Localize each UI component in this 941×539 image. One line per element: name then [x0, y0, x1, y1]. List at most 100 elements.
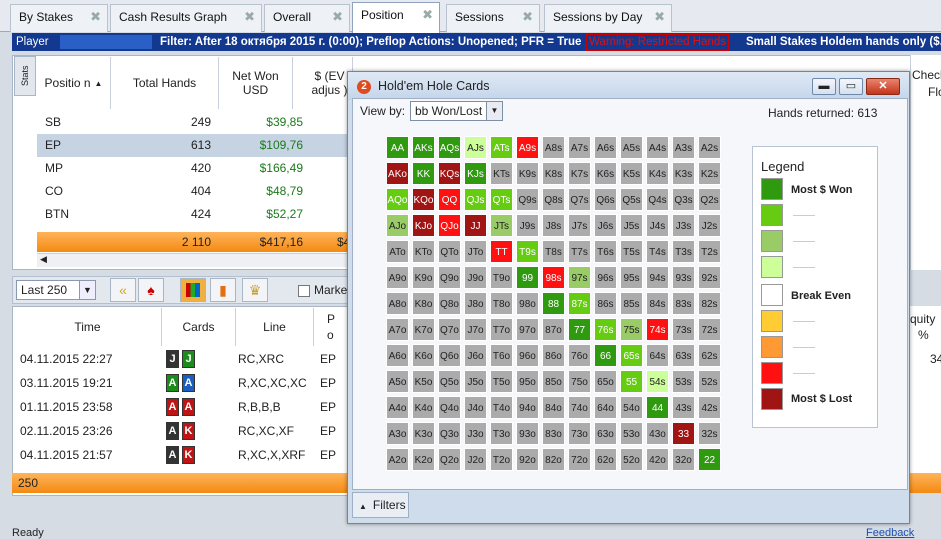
hand-cell[interactable]: KQs — [438, 162, 461, 185]
chart-button[interactable]: ▮ — [210, 278, 236, 302]
view-by-select[interactable]: bb Won/Lost ▼ — [410, 101, 503, 121]
hand-cell[interactable]: 92o — [516, 448, 539, 471]
hand-cell[interactable]: A9o — [386, 266, 409, 289]
hand-cell[interactable]: 73s — [672, 318, 695, 341]
hand-cell[interactable]: A2s — [698, 136, 721, 159]
hand-cell[interactable]: T7o — [490, 318, 513, 341]
hand-cell[interactable]: T9o — [490, 266, 513, 289]
hand-cell[interactable]: T7s — [568, 240, 591, 263]
hand-cell[interactable]: K8o — [412, 292, 435, 315]
hand-cell[interactable]: 65o — [594, 370, 617, 393]
scroll-left-icon[interactable]: ◀ — [40, 254, 47, 264]
hand-cell[interactable]: Q8o — [438, 292, 461, 315]
hand-cell[interactable]: A3o — [386, 422, 409, 445]
hand-cell[interactable]: T9s — [516, 240, 539, 263]
hand-cell[interactable]: J8o — [464, 292, 487, 315]
grid-view-button[interactable] — [180, 278, 206, 302]
tab-by-stakes[interactable]: By Stakes ✖ — [10, 4, 108, 32]
hand-cell[interactable]: 54s — [646, 370, 669, 393]
hand-cell[interactable]: K3s — [672, 162, 695, 185]
hand-cell[interactable]: 76o — [568, 344, 591, 367]
hand-cell[interactable]: J4o — [464, 396, 487, 419]
close-icon[interactable]: ✖ — [244, 9, 255, 24]
hand-cell[interactable]: K2s — [698, 162, 721, 185]
column-header-line[interactable]: Line — [236, 308, 314, 346]
hand-cell[interactable]: K9o — [412, 266, 435, 289]
column-header-cards[interactable]: Cards — [162, 308, 236, 346]
hand-cell[interactable]: 82o — [542, 448, 565, 471]
hand-cell[interactable]: A9s — [516, 136, 539, 159]
hand-cell[interactable]: AQo — [386, 188, 409, 211]
hand-cell[interactable]: 52o — [620, 448, 643, 471]
hand-cell[interactable]: A4o — [386, 396, 409, 419]
hand-cell[interactable]: J3o — [464, 422, 487, 445]
hand-cell[interactable]: T6s — [594, 240, 617, 263]
hand-cell[interactable]: Q2s — [698, 188, 721, 211]
hand-cell[interactable]: Q8s — [542, 188, 565, 211]
hand-cell[interactable]: 63s — [672, 344, 695, 367]
hand-cell[interactable]: 53s — [672, 370, 695, 393]
hand-cell[interactable]: A8s — [542, 136, 565, 159]
table-row[interactable]: MP 420 $166,49 — [37, 157, 347, 180]
hand-cell[interactable]: T5s — [620, 240, 643, 263]
filter-bar[interactable]: Player Filter: After 18 октября 2015 г. … — [12, 33, 941, 51]
hand-row[interactable]: 03.11.2015 19:21 A A R,XC,XC,XC EP — [14, 371, 349, 395]
hand-cell[interactable]: ATo — [386, 240, 409, 263]
hand-cell[interactable]: A3s — [672, 136, 695, 159]
hand-cell[interactable]: 65s — [620, 344, 643, 367]
close-icon[interactable]: ✖ — [422, 7, 433, 22]
cards-view-button[interactable]: ♠ — [138, 278, 164, 302]
hand-cell[interactable]: K9s — [516, 162, 539, 185]
hands-limit-select[interactable]: Last 250 ▼ — [16, 280, 96, 300]
hand-cell[interactable]: Q5o — [438, 370, 461, 393]
hand-cell[interactable]: T3s — [672, 240, 695, 263]
hand-cell[interactable]: KK — [412, 162, 435, 185]
hand-cell[interactable]: AA — [386, 136, 409, 159]
hand-cell[interactable]: K6o — [412, 344, 435, 367]
horizontal-scrollbar[interactable]: ◀ — [37, 253, 347, 267]
hand-cell[interactable]: AQs — [438, 136, 461, 159]
hand-cell[interactable]: KTo — [412, 240, 435, 263]
table-row[interactable]: SB 249 $39,85 — [37, 111, 347, 134]
hand-cell[interactable]: 42s — [698, 396, 721, 419]
hand-cell[interactable]: ATs — [490, 136, 513, 159]
tab-sessions-by-day[interactable]: Sessions by Day ✖ — [544, 4, 672, 32]
hand-cell[interactable]: T2o — [490, 448, 513, 471]
hand-cell[interactable]: 55 — [620, 370, 643, 393]
hand-cell[interactable]: 99 — [516, 266, 539, 289]
hand-cell[interactable]: 72o — [568, 448, 591, 471]
trophy-button[interactable]: ♛ — [242, 278, 268, 302]
hand-cell[interactable]: 83s — [672, 292, 695, 315]
hand-cell[interactable]: KQo — [412, 188, 435, 211]
hand-cell[interactable]: J3s — [672, 214, 695, 237]
hand-cell[interactable]: Q9o — [438, 266, 461, 289]
hand-cell[interactable]: 85o — [542, 370, 565, 393]
hand-cell[interactable]: 63o — [594, 422, 617, 445]
hand-cell[interactable]: 54o — [620, 396, 643, 419]
maximize-button[interactable]: ▭ — [839, 78, 863, 95]
hand-cell[interactable]: 84o — [542, 396, 565, 419]
hand-cell[interactable]: J8s — [542, 214, 565, 237]
hand-cell[interactable]: 62s — [698, 344, 721, 367]
hand-cell[interactable]: A7s — [568, 136, 591, 159]
hand-cell[interactable]: 98o — [516, 292, 539, 315]
hand-cell[interactable]: A8o — [386, 292, 409, 315]
hand-cell[interactable]: TT — [490, 240, 513, 263]
hand-cell[interactable]: 85s — [620, 292, 643, 315]
table-row-selected[interactable]: EP 613 $109,76 — [37, 134, 347, 157]
close-icon[interactable]: ✖ — [522, 9, 533, 24]
hand-cell[interactable]: 33 — [672, 422, 695, 445]
hand-cell[interactable]: QTo — [438, 240, 461, 263]
hand-row[interactable]: 04.11.2015 22:27 J J RC,XRC EP — [14, 347, 349, 371]
hand-cell[interactable]: 96o — [516, 344, 539, 367]
hand-cell[interactable]: 42o — [646, 448, 669, 471]
hand-cell[interactable]: QQ — [438, 188, 461, 211]
hand-cell[interactable]: J6s — [594, 214, 617, 237]
hand-cell[interactable]: 64o — [594, 396, 617, 419]
hand-cell[interactable]: Q3o — [438, 422, 461, 445]
hand-cell[interactable]: J5s — [620, 214, 643, 237]
hand-cell[interactable]: 95s — [620, 266, 643, 289]
hand-cell[interactable]: T2s — [698, 240, 721, 263]
table-row[interactable]: BTN 424 $52,27 — [37, 203, 347, 226]
column-header-total-hands[interactable]: Total Hands — [111, 57, 219, 109]
